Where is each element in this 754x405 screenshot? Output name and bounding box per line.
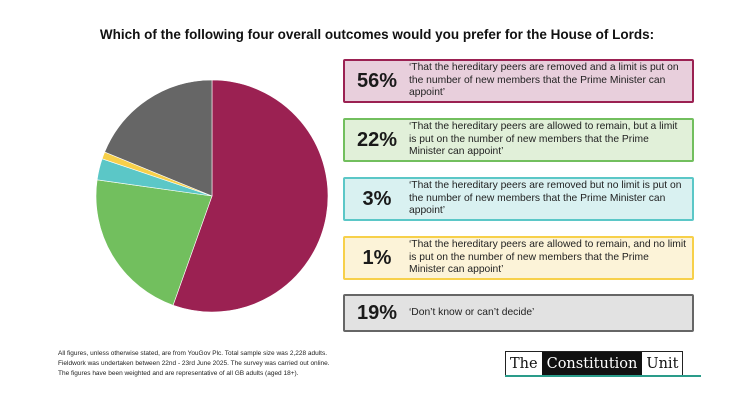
legend-percent-1: 56% [356,69,398,92]
legend-box-5: 19% ‘Don’t know or can’t decide’ [343,294,694,332]
legend-text-3: ‘That the hereditary peers are removed b… [409,180,682,217]
pie-slice-2 [95,179,213,306]
legend-percent-3: 3% [362,187,392,210]
legend-percent-4: 1% [362,246,392,269]
logo-word-unit: Unit [642,352,683,375]
pie-slice-5 [104,79,213,197]
legend-text-4: ‘That the hereditary peers are allowed t… [409,239,687,276]
constitution-unit-logo: The Constitution Unit [505,351,684,376]
footnote: All figures, unless otherwise stated, ar… [58,349,330,378]
logo-word-the: The [506,352,542,375]
footnote-line-1: All figures, unless otherwise stated, ar… [58,350,328,357]
legend-percent-2: 22% [356,128,398,151]
legend-box-3: 3% ‘That the hereditary peers are remove… [343,177,694,221]
legend-text-1: ‘That the hereditary peers are removed a… [409,62,679,99]
logo-underline [505,375,701,377]
pie-slice-1 [172,79,329,313]
legend-box-1: 56% ‘That the hereditary peers are remov… [343,59,694,103]
pie-chart [95,79,329,313]
legend-box-2: 22% ‘That the hereditary peers are allow… [343,118,694,162]
footnote-line-2: Fieldwork was undertaken between 22nd - … [58,359,330,367]
chart-title: Which of the following four overall outc… [99,27,655,42]
legend-box-4: 1% ‘That the hereditary peers are allowe… [343,236,694,280]
footnote-line-3: The figures have been weighted and are r… [58,369,299,377]
logo-word-constitution: Constitution [541,352,643,375]
legend-text-5: ‘Don’t know or can’t decide’ [409,306,535,318]
legend-percent-5: 19% [356,301,398,324]
legend-text-2: ‘That the hereditary peers are allowed t… [409,121,678,158]
